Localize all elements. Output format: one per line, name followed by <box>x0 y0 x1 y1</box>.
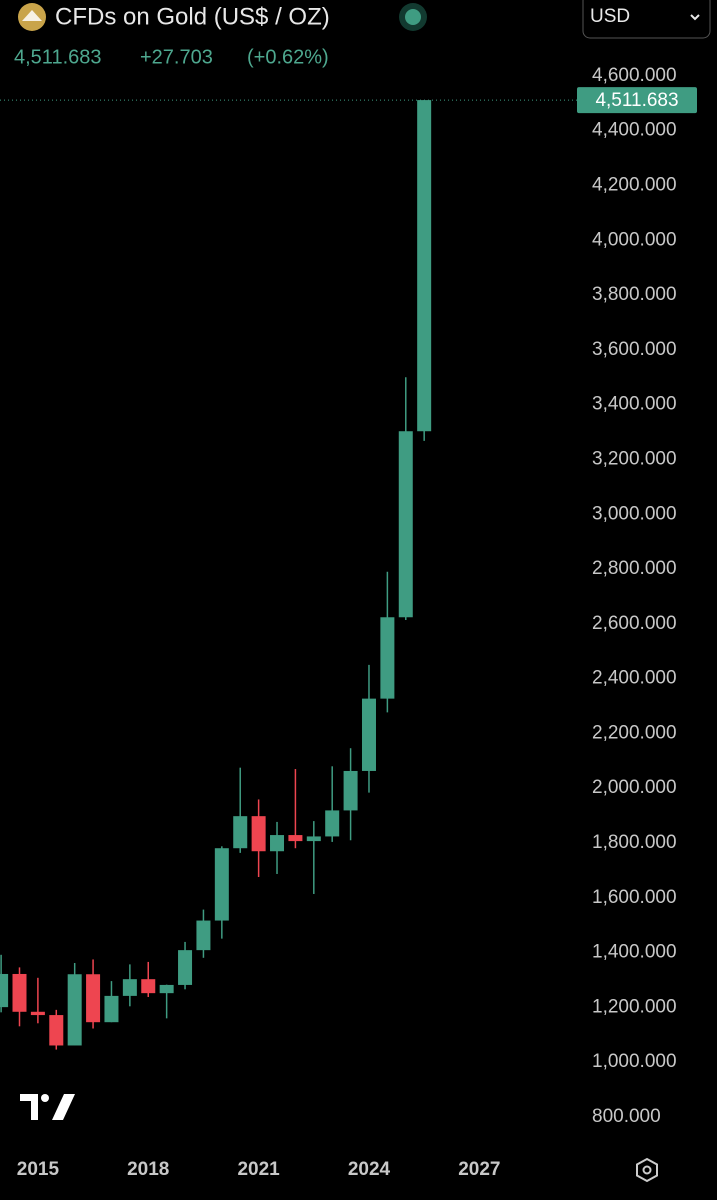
candle-body <box>325 810 340 837</box>
y-tick-label: 1,600.000 <box>592 887 677 908</box>
y-tick-label: 4,400.000 <box>592 120 677 141</box>
logo-part <box>20 1094 38 1120</box>
logo-part <box>52 1094 75 1120</box>
candle-body <box>141 979 156 994</box>
settings-icon-center <box>642 1165 652 1175</box>
candle <box>12 967 27 1027</box>
candle <box>306 821 321 894</box>
x-tick-label: 2018 <box>127 1159 169 1180</box>
candle-body <box>159 984 174 994</box>
y-tick-label: 2,000.000 <box>592 777 677 798</box>
y-tick-label: 2,400.000 <box>592 668 677 689</box>
candle <box>417 100 432 441</box>
y-tick-label: 1,200.000 <box>592 996 677 1017</box>
candle-body <box>0 973 9 1008</box>
candle-body <box>30 1011 45 1016</box>
change-pct: (+0.62%) <box>247 46 329 68</box>
candle-body <box>67 974 82 1046</box>
status-dot <box>405 9 421 25</box>
candle <box>49 1009 64 1050</box>
y-tick-label: 4,200.000 <box>592 174 677 195</box>
candle-body <box>361 698 376 771</box>
candle <box>270 821 285 874</box>
candle-body <box>270 835 285 852</box>
candle-body <box>49 1015 64 1046</box>
candle <box>380 571 395 713</box>
header: CFDs on Gold (US$ / OZ) USD 4,511.683 +2… <box>14 0 711 68</box>
candle-body <box>380 617 395 699</box>
y-tick-label: 3,400.000 <box>592 394 677 415</box>
candle-body <box>306 836 321 842</box>
last-price-label: 4,511.683 <box>595 90 678 111</box>
x-tick-label: 2027 <box>458 1159 500 1180</box>
candle-body <box>178 950 193 985</box>
symbol-icon-mark <box>22 10 42 21</box>
candle-body <box>398 431 413 618</box>
y-tick-label: 1,000.000 <box>592 1051 677 1072</box>
candle <box>214 846 229 939</box>
candle <box>86 959 101 1029</box>
candle-body <box>233 816 248 849</box>
change: +27.703 <box>140 46 213 68</box>
currency-label: USD <box>590 6 630 27</box>
candle <box>288 769 303 849</box>
axes: 800.000 1,000.000 1,200.000 1,400.000 1,600.… <box>0 65 697 1180</box>
last-price-tag <box>577 87 697 114</box>
y-tick-label: 2,600.000 <box>592 613 677 634</box>
price: 4,511.683 <box>14 46 102 68</box>
currency-select[interactable] <box>582 0 711 39</box>
candle-body <box>12 973 27 1012</box>
candle-body <box>251 816 266 852</box>
candle <box>251 799 266 877</box>
logo-part <box>41 1094 49 1102</box>
dropdown-arrow <box>690 14 700 21</box>
candle-body <box>196 920 211 951</box>
candle <box>325 766 340 842</box>
candle <box>178 941 193 990</box>
candle-body <box>288 835 303 842</box>
candle-body <box>86 974 101 1023</box>
candle-body <box>214 848 229 921</box>
candle <box>104 981 119 1023</box>
y-tick-label: 3,600.000 <box>592 339 677 360</box>
settings-icon[interactable] <box>636 1157 658 1183</box>
y-tick-label: 800.000 <box>592 1106 661 1127</box>
candle <box>159 984 174 1019</box>
candle <box>67 963 82 1046</box>
y-tick-label: 1,400.000 <box>592 942 677 963</box>
candle <box>196 909 211 958</box>
tv-logo <box>20 1094 75 1120</box>
candle <box>343 748 358 841</box>
candle <box>233 767 248 853</box>
y-tick-label: 2,200.000 <box>592 722 677 743</box>
candle <box>30 977 45 1024</box>
x-tick-label: 2021 <box>237 1159 280 1180</box>
y-tick-label: 4,600.000 <box>592 65 677 86</box>
x-tick-label: 2024 <box>348 1159 391 1180</box>
y-tick-label: 2,800.000 <box>592 558 677 579</box>
y-tick-label: 3,800.000 <box>592 284 677 305</box>
candle <box>122 964 137 1007</box>
candle-body <box>417 100 432 432</box>
y-tick-label: 1,800.000 <box>592 832 677 853</box>
candle-body <box>343 770 358 811</box>
plot <box>0 100 432 1050</box>
candle <box>398 377 413 620</box>
candle <box>361 664 376 793</box>
candle-body <box>104 995 119 1023</box>
y-tick-label: 3,000.000 <box>592 503 677 524</box>
candle-body <box>122 979 137 996</box>
candle <box>0 954 9 1013</box>
x-tick-label: 2015 <box>17 1159 60 1180</box>
y-tick-label: 4,000.000 <box>592 229 677 250</box>
y-tick-label: 3,200.000 <box>592 448 677 469</box>
candle <box>141 961 156 997</box>
symbol-title[interactable]: CFDs on Gold (US$ / OZ) <box>55 3 330 30</box>
